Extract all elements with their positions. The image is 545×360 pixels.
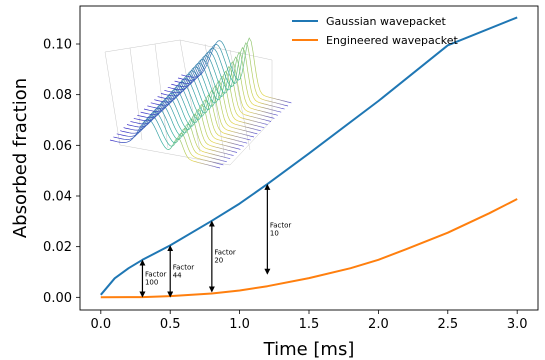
plot-frame: [79, 5, 539, 311]
inset-wave-curve: [174, 46, 285, 110]
factor-label: 44: [173, 271, 182, 279]
factor-label: Factor: [173, 263, 195, 271]
factor-label: Factor: [145, 271, 167, 279]
factor-label: 20: [214, 257, 223, 265]
factor-label: Factor: [214, 249, 236, 257]
inset-wave-curve: [171, 51, 282, 113]
inset-wave-curve: [140, 85, 251, 141]
x-axis-label: Time [ms]: [263, 339, 355, 360]
x-tick-label: 0.5: [160, 317, 181, 332]
legend-label-gaussian: Gaussian wavepacket: [326, 15, 446, 28]
y-tick-label: 0.06: [43, 139, 72, 154]
inset-wave-curve: [150, 74, 261, 132]
series-layer: [100, 16, 518, 299]
x-tick-label: 1.5: [299, 317, 320, 332]
x-tick-label: 0.0: [90, 317, 111, 332]
inset-wave-curve: [164, 59, 275, 119]
inset-wave-curve: [116, 111, 227, 163]
inset-wave-curve: [130, 96, 241, 150]
inset-3d-wavepacket-plot: [104, 37, 292, 169]
x-tick-label: 2.5: [437, 317, 458, 332]
inset-wave-curve: [177, 42, 289, 107]
inset-wave-curve: [154, 70, 265, 129]
inset-wave-curve: [181, 37, 292, 104]
inset-wave-curve: [157, 66, 268, 125]
y-axis-label: Absorbed fraction: [10, 78, 31, 238]
y-tick-label: 0.00: [43, 291, 72, 306]
inset-wave-curve: [133, 92, 244, 147]
y-tick-label: 0.08: [43, 88, 72, 103]
x-tick-label: 2.0: [368, 317, 389, 332]
inset-wave-curve: [167, 55, 278, 116]
y-tick-label: 0.10: [43, 38, 72, 53]
inset-wave-curve: [143, 81, 255, 138]
inset-wave-curve: [120, 107, 231, 160]
legend: Gaussian wavepacket Engineered wavepacke…: [292, 15, 459, 47]
factor-label: 100: [145, 279, 158, 287]
inset-wave-curve: [126, 100, 238, 153]
y-tick-label: 0.02: [43, 240, 72, 255]
inset-wave-curve: [160, 62, 272, 122]
inset-wave-curve: [123, 104, 234, 156]
legend-label-engineered: Engineered wavepacket: [326, 34, 459, 47]
x-tick-label: 3.0: [507, 317, 528, 332]
inset-wave-curve: [109, 119, 221, 169]
x-axis: 0.0 0.5 1.0 1.5 2.0 2.5 3.0: [90, 310, 528, 332]
y-axis: 0.00 0.02 0.04 0.06 0.08 0.10: [43, 38, 80, 306]
inset-wave-curve: [147, 77, 258, 135]
inset-wave-curve: [113, 115, 224, 166]
factor-label: 10: [270, 229, 279, 237]
inset-wave-curve: [137, 89, 248, 144]
y-tick-label: 0.04: [43, 190, 72, 205]
factor-label: Factor: [270, 221, 292, 229]
series-line-0: [100, 16, 518, 296]
x-tick-label: 1.0: [229, 317, 250, 332]
